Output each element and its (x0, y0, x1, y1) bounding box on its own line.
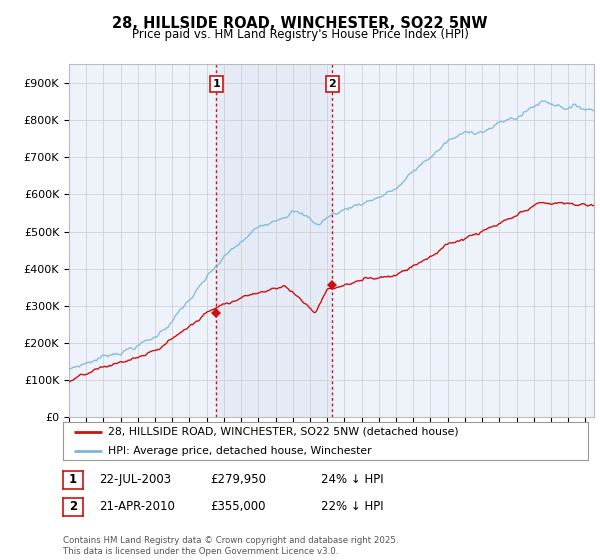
Text: 28, HILLSIDE ROAD, WINCHESTER, SO22 5NW (detached house): 28, HILLSIDE ROAD, WINCHESTER, SO22 5NW … (107, 427, 458, 437)
Text: 2: 2 (69, 500, 77, 514)
Text: 24% ↓ HPI: 24% ↓ HPI (321, 473, 383, 487)
Text: 22% ↓ HPI: 22% ↓ HPI (321, 500, 383, 514)
Text: 28, HILLSIDE ROAD, WINCHESTER, SO22 5NW: 28, HILLSIDE ROAD, WINCHESTER, SO22 5NW (112, 16, 488, 31)
Text: HPI: Average price, detached house, Winchester: HPI: Average price, detached house, Winc… (107, 446, 371, 456)
Text: Contains HM Land Registry data © Crown copyright and database right 2025.
This d: Contains HM Land Registry data © Crown c… (63, 536, 398, 556)
Text: £279,950: £279,950 (210, 473, 266, 487)
Text: 22-JUL-2003: 22-JUL-2003 (99, 473, 171, 487)
Text: 1: 1 (69, 473, 77, 487)
Text: 2: 2 (328, 79, 336, 89)
Text: 1: 1 (212, 79, 220, 89)
Text: Price paid vs. HM Land Registry's House Price Index (HPI): Price paid vs. HM Land Registry's House … (131, 28, 469, 41)
Bar (216, 64, 332, 417)
Text: 21-APR-2010: 21-APR-2010 (99, 500, 175, 514)
Text: £355,000: £355,000 (210, 500, 265, 514)
